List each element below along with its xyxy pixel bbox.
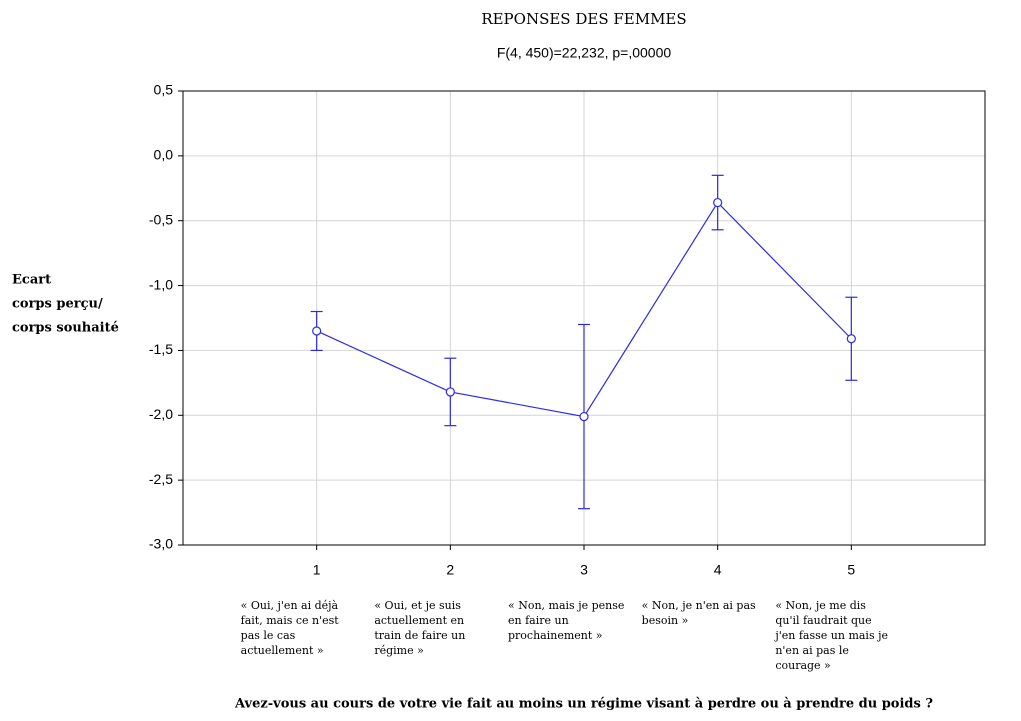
category-label: actuellement en [374, 614, 464, 627]
data-point [445, 387, 455, 397]
x-tick-label: 2 [446, 562, 454, 578]
data-point [312, 326, 322, 336]
category-label: train de faire un [374, 629, 465, 642]
x-tick-label: 3 [580, 562, 588, 578]
category-label: régime » [374, 644, 424, 657]
category-label: besoin » [642, 614, 689, 627]
category-label: j'en fasse un mais je [773, 629, 888, 642]
data-point [579, 411, 589, 422]
x-tick-label: 4 [714, 562, 722, 578]
y-axis-label: Ecart [12, 273, 51, 288]
category-label: « Non, je n'en ai pas [642, 599, 756, 612]
y-tick-label: -0,5 [149, 211, 173, 227]
y-tick-label: -1,0 [149, 276, 173, 292]
y-tick-label: -1,5 [149, 341, 173, 357]
y-axis-label: corps perçu/ [12, 297, 103, 312]
chart-subtitle: F(4, 450)=22,232, p=,00000 [497, 45, 672, 61]
data-point [713, 197, 723, 208]
category-label: prochainement » [508, 629, 603, 642]
y-axis-label: corps souhaité [12, 321, 119, 336]
category-label: en faire un [508, 614, 569, 627]
data-point [846, 334, 856, 344]
category-label: qu'il faudrait que [775, 614, 871, 627]
category-label: « Oui, et je suis [374, 599, 461, 612]
x-axis-label: Avez-vous au cours de votre vie fait au … [234, 697, 933, 712]
category-label: « Non, je me dis [775, 599, 866, 612]
category-label: pas le cas [241, 629, 296, 642]
y-tick-label: -2,5 [149, 471, 173, 487]
chart-title: REPONSES DES FEMMES [481, 10, 686, 28]
y-tick-label: -2,0 [149, 406, 173, 422]
category-label: « Non, mais je pense [508, 599, 624, 612]
y-tick-label: -3,0 [149, 536, 173, 552]
category-label: n'en ai pas le [775, 644, 849, 657]
x-tick-label: 5 [847, 562, 855, 578]
category-label: actuellement » [241, 644, 324, 657]
category-label: fait, mais ce n'est [241, 614, 340, 627]
plot-frame [182, 90, 986, 546]
category-label: courage » [775, 659, 830, 672]
y-tick-label: 0,0 [154, 147, 174, 163]
y-tick-label: 0,5 [154, 82, 174, 98]
x-tick-label: 1 [313, 562, 321, 578]
category-label: « Oui, j'en ai déjà [241, 599, 339, 612]
